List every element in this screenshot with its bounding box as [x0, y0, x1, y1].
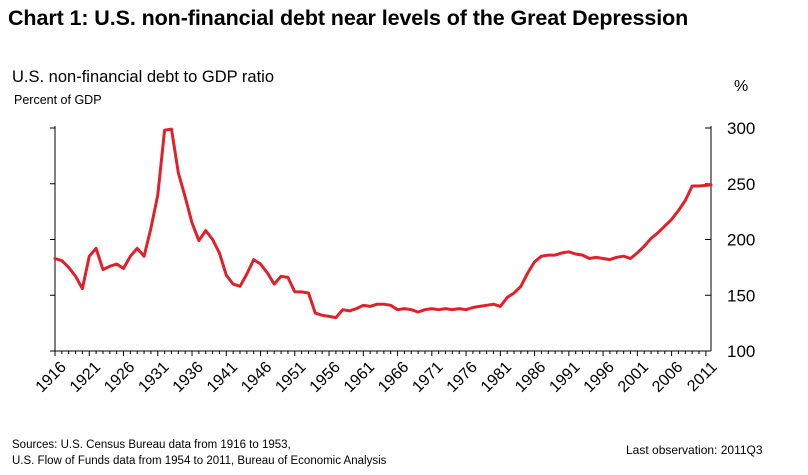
x-tick-label: 1936 [170, 359, 207, 396]
y-tick-label: 300 [727, 119, 755, 138]
chart-series [53, 127, 713, 320]
x-tick-label: 1926 [101, 359, 138, 396]
x-tick-label: 2001 [615, 359, 652, 396]
chart-title: Chart 1: U.S. non-financial debt near le… [8, 6, 689, 30]
last-observation-note: Last observation: 2011Q3 [626, 443, 763, 457]
x-tick-label: 1921 [67, 359, 104, 396]
sources-line-2: U.S. Flow of Funds data from 1954 to 201… [12, 455, 387, 467]
x-tick-label: 1951 [272, 359, 309, 396]
chart-tick-labels: 1001502002503001916192119261931193619411… [33, 119, 756, 396]
series-line [53, 127, 713, 320]
y-tick-label: 150 [727, 286, 755, 305]
sources-note: Sources: U.S. Census Bureau data from 19… [12, 437, 386, 469]
x-tick-label: 2011 [684, 359, 720, 395]
y-tick-label: 200 [727, 231, 755, 250]
x-tick-label: 1941 [204, 359, 241, 396]
x-tick-label: 1931 [135, 359, 172, 396]
x-tick-label: 1966 [375, 359, 412, 396]
x-tick-label: 1996 [581, 359, 618, 396]
x-tick-label: 1976 [444, 359, 481, 396]
x-tick-label: 1961 [341, 359, 378, 396]
y-tick-label: 250 [727, 175, 755, 194]
x-tick-label: 2006 [649, 359, 686, 396]
x-tick-label: 1971 [409, 359, 446, 396]
chart-subtitle: U.S. non-financial debt to GDP ratio [12, 68, 275, 86]
x-tick-label: 1981 [478, 359, 515, 396]
chart-axes [54, 126, 712, 352]
chart-ticks [50, 127, 711, 356]
x-tick-label: 1946 [238, 359, 275, 396]
sources-line-1: Sources: U.S. Census Bureau data from 19… [12, 439, 291, 451]
y-tick-label: 100 [727, 342, 755, 361]
x-tick-label: 1986 [512, 359, 549, 396]
y-axis-label: Percent of GDP [14, 93, 102, 107]
x-tick-label: 1916 [33, 359, 70, 396]
x-tick-label: 1991 [546, 359, 583, 396]
y-axis-unit-right: % [734, 78, 749, 95]
x-tick-label: 1956 [307, 359, 344, 396]
